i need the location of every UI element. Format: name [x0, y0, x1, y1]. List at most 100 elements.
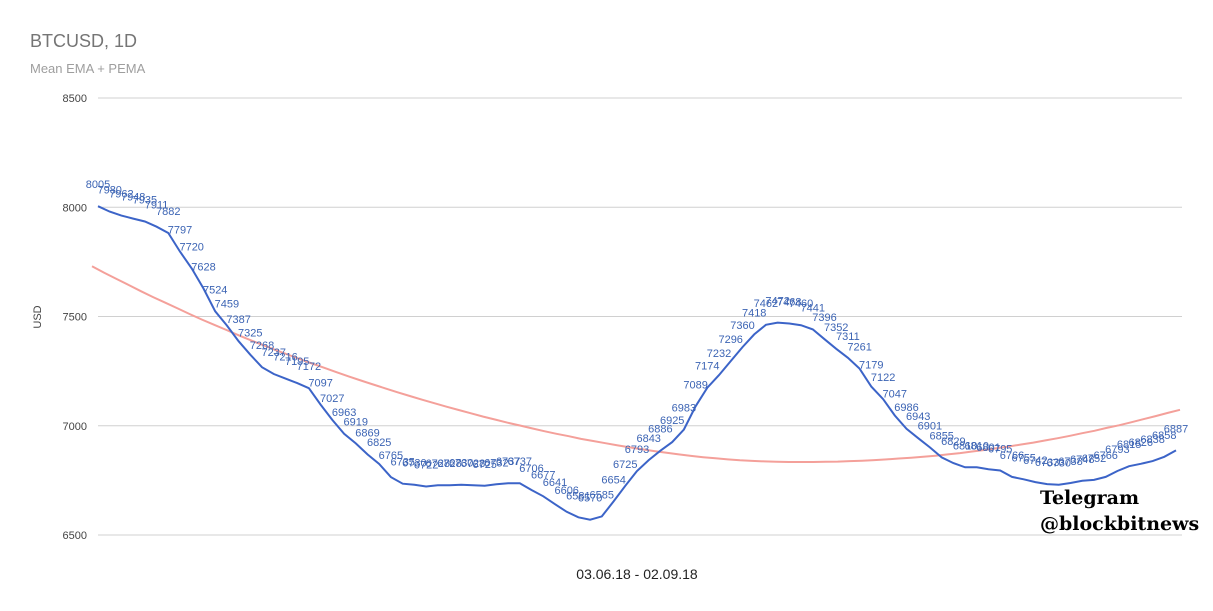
data-label: 6801 — [976, 442, 1000, 454]
data-label: 6886 — [648, 424, 672, 436]
data-label: 6858 — [1152, 430, 1176, 442]
y-axis-ticks: 8500 8000 7500 7000 6500 — [63, 93, 87, 542]
data-label: 6585 — [590, 489, 614, 501]
data-label: 6986 — [894, 402, 918, 414]
data-label: 6606 — [554, 485, 578, 497]
data-label: 7720 — [179, 241, 203, 253]
y-axis-title: USD — [32, 305, 44, 328]
data-label: 7216 — [273, 352, 297, 364]
grid-lines — [98, 97, 1182, 536]
data-label: 6730 — [449, 458, 473, 470]
data-label: 7237 — [262, 347, 286, 359]
data-label: 6725 — [613, 459, 637, 471]
data-label: 7097 — [308, 378, 332, 390]
data-label: 7261 — [847, 342, 871, 354]
data-label: 6810 — [965, 440, 989, 452]
data-label: 7797 — [168, 225, 192, 237]
data-label: 7172 — [297, 361, 321, 373]
data-label: 6728 — [461, 458, 485, 470]
data-label: 6810 — [953, 440, 977, 452]
data-label: 7268 — [250, 340, 274, 352]
data-label: 6654 — [601, 474, 625, 486]
data-label: 7462 — [754, 298, 778, 310]
data-label: 6925 — [660, 415, 684, 427]
watermark-handle: @blockbitnews — [1040, 513, 1199, 535]
data-label: 7441 — [801, 302, 825, 314]
data-label: 6570 — [578, 493, 602, 505]
data-label: 7962 — [109, 189, 133, 201]
data-label: 6919 — [344, 416, 368, 428]
data-label: 7459 — [215, 299, 239, 311]
data-label: 6887 — [1164, 423, 1188, 435]
data-label: 6732 — [484, 457, 508, 469]
data-label: 6766 — [1093, 450, 1117, 462]
data-label: 7232 — [707, 348, 731, 360]
data-label: 7089 — [683, 379, 707, 391]
data-label: 6765 — [379, 450, 403, 462]
data-label: 7524 — [203, 284, 227, 296]
data-label: 7396 — [812, 312, 836, 324]
data-label: 6825 — [367, 437, 391, 449]
data-label: 6733 — [1035, 457, 1059, 469]
data-label: 6943 — [906, 411, 930, 423]
data-label: 6829 — [941, 436, 965, 448]
data-label: 7195 — [285, 356, 309, 368]
data-label: 6838 — [1140, 434, 1164, 446]
data-label: 6738 — [1058, 456, 1082, 468]
data-label: 7352 — [824, 322, 848, 334]
data-label: 6795 — [988, 444, 1012, 456]
x-axis-title: 03.06.18 - 02.09.18 — [576, 566, 698, 582]
data-label: 7360 — [730, 320, 754, 332]
data-label: 6793 — [625, 444, 649, 456]
data-label: 7460 — [789, 298, 813, 310]
series-line-mean-ema — [97, 205, 1177, 521]
data-label: 7468 — [777, 297, 801, 309]
y-tick-label: 6500 — [63, 530, 87, 542]
y-tick-label: 8000 — [63, 202, 87, 214]
data-label: 6722 — [414, 460, 438, 472]
data-label: 6766 — [1000, 450, 1024, 462]
data-label: 7047 — [883, 389, 907, 401]
data-label: 6748 — [1070, 454, 1094, 466]
data-label: 7027 — [320, 393, 344, 405]
data-label: 6983 — [672, 403, 696, 415]
data-label: 7174 — [695, 361, 719, 373]
data-label: 6706 — [519, 463, 543, 475]
data-label: 7935 — [133, 195, 157, 207]
data-label: 7980 — [97, 185, 121, 197]
data-label: 7628 — [191, 262, 215, 274]
data-label: 7472 — [765, 296, 789, 308]
data-label: 7882 — [156, 206, 180, 218]
data-label: 6641 — [543, 477, 567, 489]
data-label: 6901 — [918, 420, 942, 432]
y-tick-label: 7500 — [63, 312, 87, 324]
data-label: 7325 — [238, 328, 262, 340]
data-label: 7122 — [871, 372, 895, 384]
data-label: 6581 — [566, 490, 590, 502]
data-label: 6730 — [402, 458, 426, 470]
data-label: 6752 — [1082, 453, 1106, 465]
chart-title: BTCUSD, 1D — [30, 31, 137, 51]
data-label: 6815 — [1117, 439, 1141, 451]
data-label: 6826 — [1129, 437, 1153, 449]
data-label: 6963 — [332, 407, 356, 419]
data-label: 6725 — [472, 459, 496, 471]
data-label: 6728 — [426, 458, 450, 470]
data-label: 6843 — [636, 433, 660, 445]
y-tick-label: 7000 — [63, 421, 87, 433]
data-label: 7387 — [226, 314, 250, 326]
data-label: 6793 — [1105, 444, 1129, 456]
data-label: 6755 — [1011, 452, 1035, 464]
data-label: 7948 — [121, 192, 145, 204]
series-line-pema — [91, 265, 1181, 463]
chart-subtitle: Mean EMA + PEMA — [30, 61, 146, 76]
data-label: 8005 — [86, 179, 110, 191]
data-label: 7311 — [836, 331, 860, 343]
data-label: 6728 — [437, 458, 461, 470]
data-label: 7179 — [859, 360, 883, 372]
data-label: 7296 — [718, 334, 742, 346]
watermark-telegram: Telegram — [1040, 487, 1139, 509]
data-label: 7911 — [145, 200, 169, 212]
